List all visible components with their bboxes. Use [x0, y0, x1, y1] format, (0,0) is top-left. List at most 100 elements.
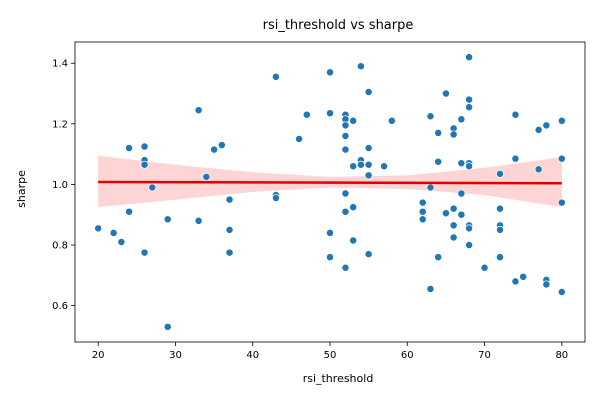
- data-point: [457, 115, 466, 124]
- x-tick-label: 40: [246, 350, 259, 361]
- data-point: [364, 160, 373, 169]
- data-point: [140, 142, 149, 151]
- points-layer: [94, 53, 566, 331]
- data-point: [449, 233, 458, 242]
- y-axis-label: sharpe: [15, 170, 28, 208]
- data-point: [542, 280, 551, 289]
- data-point: [217, 141, 226, 149]
- data-point: [426, 285, 435, 293]
- data-point: [356, 160, 365, 169]
- x-tick-label: 70: [478, 350, 491, 361]
- data-point: [125, 207, 134, 216]
- data-point: [117, 238, 126, 246]
- data-point: [326, 68, 334, 77]
- x-axis-label: rsi_threshold: [303, 372, 374, 385]
- y-tick-label: 1.4: [52, 59, 68, 70]
- x-tick-label: 80: [555, 350, 568, 361]
- data-point: [341, 121, 350, 130]
- data-point: [542, 121, 551, 130]
- data-point: [465, 53, 474, 62]
- data-point: [418, 198, 427, 207]
- x-tick-label: 50: [324, 350, 337, 361]
- data-point: [434, 128, 443, 137]
- data-point: [341, 207, 350, 216]
- data-point: [163, 322, 172, 331]
- x-tick-label: 20: [92, 350, 105, 361]
- data-point: [441, 89, 450, 98]
- data-point: [326, 253, 334, 262]
- data-point: [441, 209, 450, 218]
- data-point: [364, 88, 373, 96]
- data-point: [457, 189, 466, 198]
- data-point: [194, 216, 203, 225]
- data-point: [225, 248, 234, 257]
- regression-line-layer: [98, 180, 562, 185]
- data-point: [163, 215, 172, 224]
- data-point: [364, 171, 373, 180]
- data-point: [271, 194, 280, 203]
- data-point: [465, 224, 474, 233]
- data-point: [140, 248, 149, 257]
- data-point: [295, 135, 304, 143]
- data-point: [341, 189, 350, 198]
- y-tick-label: 1.0: [52, 180, 68, 191]
- data-point: [349, 162, 358, 171]
- data-point: [426, 183, 435, 192]
- data-point: [434, 253, 443, 262]
- data-point: [465, 162, 474, 171]
- data-point: [225, 195, 234, 204]
- data-point: [418, 207, 427, 216]
- data-point: [364, 144, 373, 153]
- y-tick-label: 0.6: [52, 301, 68, 312]
- data-point: [387, 116, 396, 125]
- y-axis-ticks: 0.6 0.8 1.0 1.2 1.4: [52, 59, 75, 312]
- data-point: [380, 162, 389, 171]
- data-point: [225, 225, 234, 234]
- data-point: [496, 169, 504, 178]
- data-point: [418, 215, 427, 224]
- data-point: [349, 116, 358, 125]
- chart-title: rsi_threshold vs sharpe: [263, 18, 414, 33]
- data-point: [519, 272, 528, 281]
- data-point: [557, 288, 566, 296]
- data-point: [426, 112, 435, 121]
- data-point: [326, 228, 334, 237]
- data-point: [557, 198, 566, 207]
- data-point: [349, 236, 358, 245]
- data-point: [125, 144, 134, 153]
- data-point: [511, 277, 520, 286]
- data-point: [202, 172, 211, 181]
- data-point: [194, 106, 203, 115]
- data-point: [341, 131, 350, 140]
- data-point: [557, 116, 566, 125]
- data-point: [557, 154, 566, 163]
- y-tick-label: 1.2: [52, 119, 68, 130]
- data-point: [140, 160, 149, 169]
- data-point: [434, 157, 443, 166]
- data-point: [449, 130, 458, 139]
- data-point: [349, 203, 358, 212]
- data-point: [94, 224, 103, 233]
- data-point: [496, 253, 504, 262]
- data-point: [465, 103, 474, 112]
- data-point: [449, 221, 458, 230]
- data-point: [148, 183, 157, 192]
- data-point: [210, 145, 219, 154]
- data-point: [341, 263, 350, 272]
- data-point: [326, 109, 334, 118]
- data-point: [465, 241, 474, 249]
- data-point: [271, 72, 280, 81]
- data-point: [465, 95, 474, 104]
- data-point: [511, 154, 520, 163]
- data-point: [480, 263, 489, 272]
- data-point: [457, 210, 466, 219]
- data-point: [356, 62, 365, 71]
- data-point: [511, 110, 520, 119]
- data-point: [534, 125, 543, 134]
- data-point: [341, 145, 350, 154]
- x-tick-label: 30: [169, 350, 182, 361]
- data-point: [302, 110, 311, 119]
- data-point: [457, 159, 466, 168]
